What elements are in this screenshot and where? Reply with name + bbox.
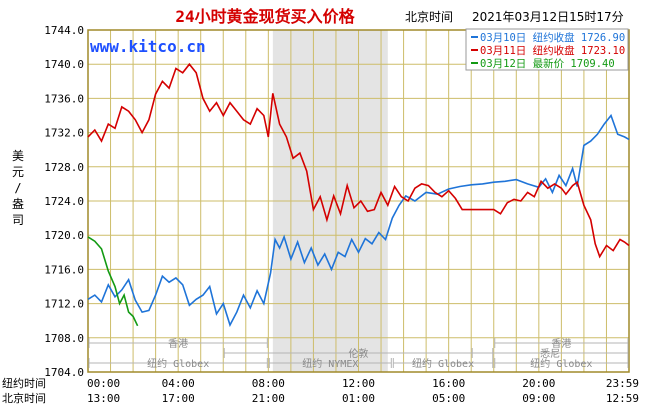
session-label: 纽约 Globex (147, 357, 209, 370)
axes: 1744.0 1740.0 1736.0 1732.0 1728.0 1724.0 1720… (2, 24, 639, 405)
legend-entry: 03月10日 纽约收盘 1726.90 (480, 31, 625, 44)
series-line-red (87, 62, 630, 259)
legend-box (465, 28, 629, 71)
x-tick-label: 21:00 (252, 392, 285, 405)
x-tick-label: 04:00 (162, 377, 195, 390)
session-label: 纽约 Globex (530, 357, 592, 370)
y-tick-label: 1740.0 (44, 58, 84, 71)
y-tick-label: 1712.0 (44, 298, 84, 311)
y-tick-label: 1732.0 (44, 127, 84, 140)
y-axis-label-char: 盎 (12, 197, 24, 211)
x-axis-row-label: 纽约时间 (2, 376, 46, 390)
y-axis-label-char: 美 (12, 149, 24, 163)
session-label: 香港 (168, 338, 188, 350)
legend-entry: 03月11日 纽约收盘 1723.10 (480, 44, 625, 57)
datetime-label: 2021年03月12日15时17分 (472, 10, 624, 24)
x-axis-row-label: 北京时间 (2, 391, 46, 405)
session-label: 纽约 Globex (412, 357, 474, 370)
y-tick-label: 1724.0 (44, 195, 84, 208)
x-tick-label: 13:00 (87, 392, 120, 405)
x-tick-label: 09:00 (522, 392, 555, 405)
y-tick-label: 1736.0 (44, 92, 84, 105)
y-tick-label: 1704.0 (44, 366, 84, 379)
y-axis-label-char: 元 (12, 165, 24, 179)
y-tick-label: 1716.0 (44, 263, 84, 276)
y-axis-label-char: 司 (12, 213, 24, 227)
x-tick-label: 17:00 (162, 392, 195, 405)
x-tick-label: 05:00 (432, 392, 465, 405)
y-axis-label-char: / (14, 181, 21, 195)
watermark-text: www.kitco.cn (90, 37, 206, 56)
location-label: 北京时间 (405, 10, 454, 24)
series-line-blue (87, 113, 630, 328)
x-tick-label: 16:00 (432, 377, 465, 390)
legend-entry: 03月12日 最新价 1709.40 (480, 57, 615, 70)
y-tick-label: 1708.0 (44, 332, 84, 345)
session-label: 香港 (551, 338, 571, 350)
x-tick-label: 00:00 (87, 377, 120, 390)
x-tick-label: 08:00 (252, 377, 285, 390)
price-series (87, 62, 630, 328)
y-tick-label: 1720.0 (44, 229, 84, 242)
x-tick-label: 01:00 (342, 392, 375, 405)
x-tick-label: 20:00 (522, 377, 555, 390)
session-label: 纽约 NYMEX (302, 357, 358, 370)
x-tick-label: 12:59 (606, 392, 639, 405)
chart-title: 24小时黄金现货买入价格 (175, 7, 355, 26)
session-label: 悉尼 (540, 348, 560, 360)
grid (87, 29, 630, 373)
session-label: 伦敦 (349, 347, 369, 360)
plot-frame (87, 29, 630, 373)
y-tick-label: 1728.0 (44, 161, 84, 174)
x-tick-label: 12:00 (342, 377, 375, 390)
series-line-green (87, 236, 139, 327)
y-tick-label: 1744.0 (44, 24, 84, 37)
x-tick-label: 23:59 (606, 377, 639, 390)
